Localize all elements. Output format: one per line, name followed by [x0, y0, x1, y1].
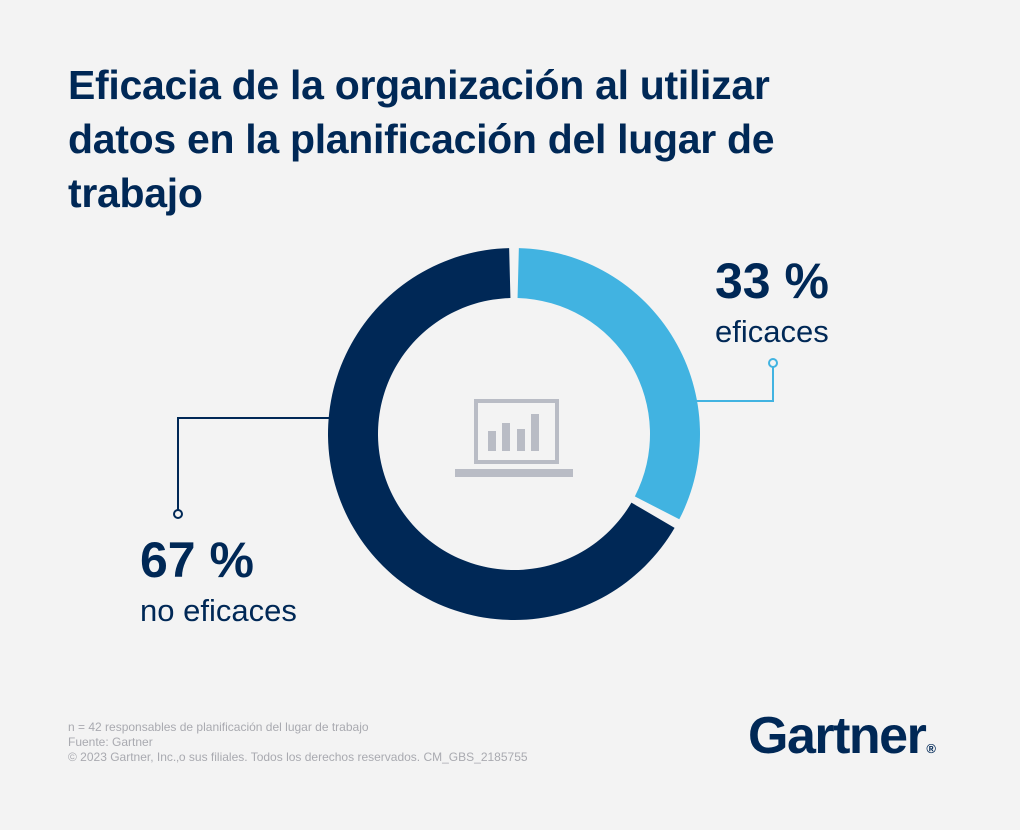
donut-slice-no-eficaces: [328, 248, 675, 621]
donut-chart: 33 % eficaces 67 % no eficaces: [140, 248, 829, 628]
callout-no-eficaces: [173, 417, 330, 519]
footnote-copyright: © 2023 Gartner, Inc.‚o sus filiales. Tod…: [68, 750, 528, 764]
data-label-no-eficaces-category: no eficaces: [140, 593, 297, 628]
laptop-bar-chart-icon: [455, 399, 573, 477]
data-label-no-eficaces-value: 67 %: [140, 532, 254, 588]
footnote-source: Fuente: Gartner: [68, 735, 153, 749]
gartner-logo: Gartner®: [748, 706, 936, 779]
donut-slices: [328, 248, 700, 621]
callout-eficaces: [696, 358, 778, 402]
footnotes: n = 42 responsables de planificación del…: [68, 720, 528, 765]
data-label-eficaces-value: 33 %: [715, 253, 829, 309]
footnote-sample: n = 42 responsables de planificación del…: [68, 720, 369, 734]
page-title: Eficacia de la organización al utilizar …: [68, 62, 775, 216]
logo-text: Gartner: [748, 707, 927, 765]
data-label-eficaces-category: eficaces: [715, 314, 829, 349]
registered-mark: ®: [926, 741, 936, 756]
donut-slice-eficaces: [517, 248, 700, 520]
